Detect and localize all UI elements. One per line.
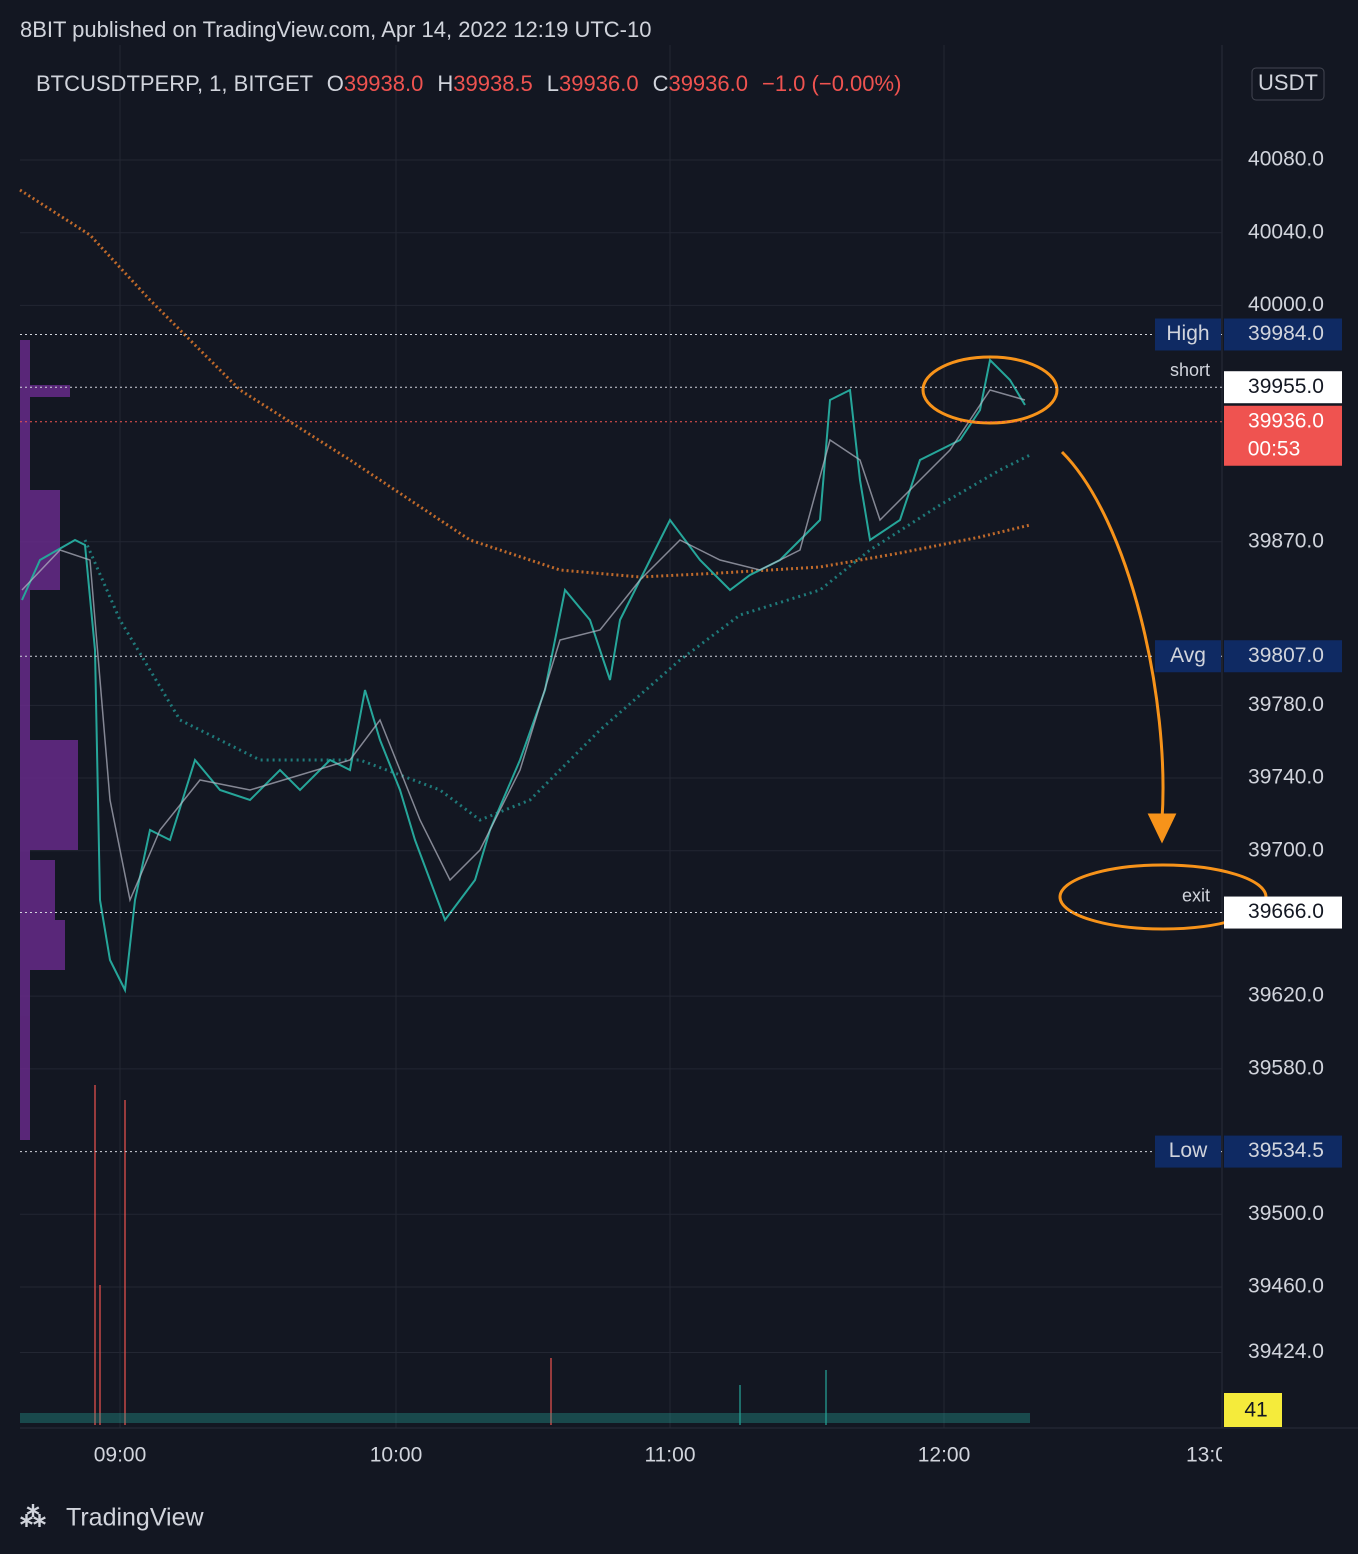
price-tick-label: 39500.0 [1248, 1202, 1324, 1225]
price-tick-label: 40000.0 [1248, 293, 1324, 316]
marker-value: 39534.5 [1248, 1139, 1324, 1162]
time-label: 10:00 [370, 1444, 423, 1467]
close: 39936.0 [668, 71, 748, 96]
marker-name: Low [1169, 1139, 1208, 1162]
last-price-badge [1224, 405, 1342, 466]
marker-value: 39807.0 [1248, 644, 1324, 667]
price-tick-label: 40040.0 [1248, 220, 1324, 243]
time-label: 11:00 [645, 1444, 696, 1467]
marker-name: exit [1182, 885, 1210, 905]
price-tick-label: 39870.0 [1248, 529, 1324, 552]
time-axis: 09:00 10:00 11:00 12:00 13:0 [94, 1444, 1227, 1467]
close-label: C [653, 71, 669, 96]
axis-corner [1222, 1430, 1358, 1480]
marker-name-badge [1155, 640, 1221, 673]
volume-badge [1224, 1393, 1282, 1427]
marker-badge [1224, 318, 1342, 351]
marker-badge [1224, 896, 1342, 929]
currency-button[interactable] [1251, 67, 1325, 101]
price-tick-label: 39700.0 [1248, 838, 1324, 861]
symbol: BTCUSDTPERP, 1, BITGET [36, 71, 313, 96]
volume-profile [20, 340, 78, 1140]
marker-badge [1224, 371, 1342, 404]
price-tick-label: 39460.0 [1248, 1275, 1324, 1298]
last-price: 39936.0 [1248, 409, 1324, 432]
moving-average-fast [21, 389, 1026, 903]
time-label: 09:00 [94, 1444, 147, 1467]
marker-name: short [1170, 360, 1210, 380]
high: 39938.5 [453, 71, 533, 96]
marker-badge [1224, 1135, 1342, 1168]
legend: BTCUSDTPERP, 1, BITGET O39938.0 H39938.5 L3… [36, 71, 901, 96]
price-tick-label: 40080.0 [1248, 148, 1324, 171]
countdown: 00:53 [1248, 437, 1301, 460]
footer-brand: TradingView [66, 1504, 205, 1532]
marker-badge [1224, 640, 1342, 673]
marker-name: Avg [1170, 644, 1206, 667]
open: 39938.0 [344, 71, 424, 96]
price-tick-label: 39620.0 [1248, 984, 1324, 1007]
marker-value: 39984.0 [1248, 322, 1324, 345]
marker-value: 39955.0 [1248, 375, 1324, 398]
footer-logo: ⁂ [20, 1502, 46, 1532]
marker-name: High [1166, 322, 1209, 345]
marker-name-badge [1155, 318, 1221, 351]
currency[interactable]: USDT [1258, 70, 1318, 95]
time-label: 13:0 [1186, 1444, 1227, 1467]
price-tick-label: 39424.0 [1248, 1340, 1324, 1363]
moving-average-slow [19, 188, 1031, 579]
open-label: O [327, 71, 344, 96]
volume-bars [94, 1085, 827, 1425]
price-grid [20, 159, 1222, 1353]
time-label: 12:00 [918, 1444, 971, 1467]
price-tick-label: 39740.0 [1248, 766, 1324, 789]
low-label: L [547, 71, 559, 96]
price-tick-label: 39580.0 [1248, 1056, 1324, 1079]
grid [119, 45, 945, 1428]
marker-value: 39666.0 [1248, 900, 1324, 923]
price-tick-label: 39780.0 [1248, 693, 1324, 716]
high-label: H [437, 71, 453, 96]
header-title: 8BIT published on TradingView.com, Apr 1… [20, 17, 651, 42]
volume-label: 41 [1244, 1399, 1267, 1422]
marker-name-badge [1155, 1135, 1221, 1168]
change: −1.0 (−0.00%) [762, 71, 901, 96]
low: 39936.0 [559, 71, 639, 96]
